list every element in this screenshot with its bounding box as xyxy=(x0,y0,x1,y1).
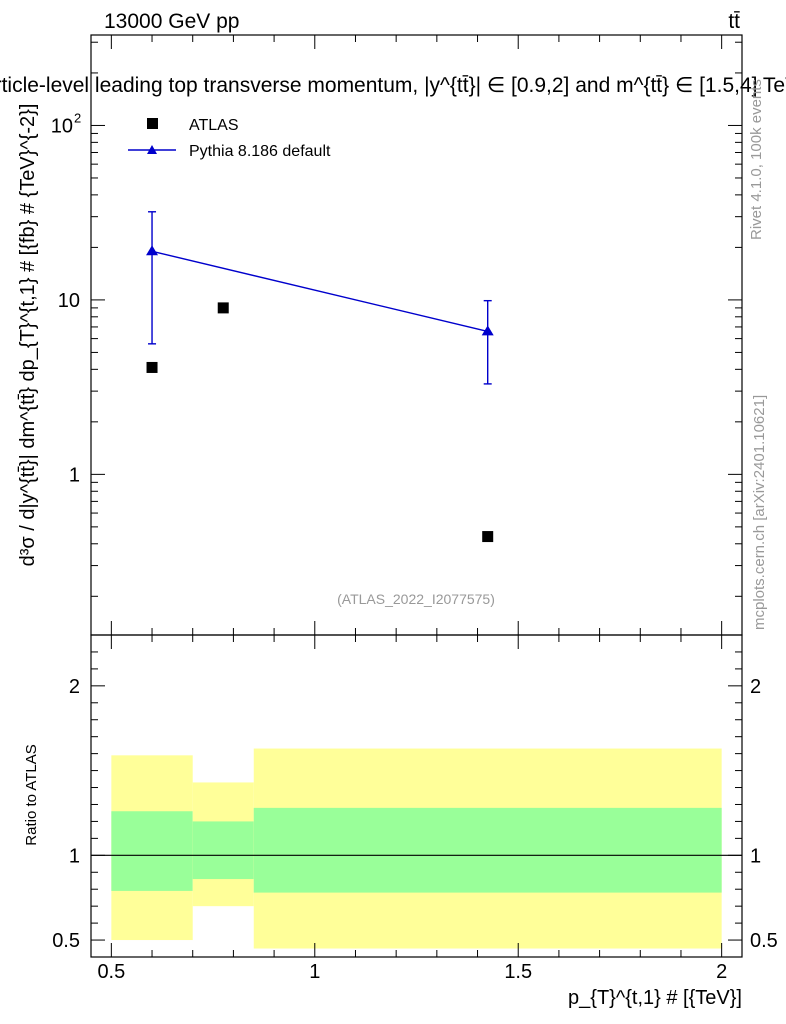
legend-pythia-marker xyxy=(147,145,157,154)
plot-title: Particle-level leading top transverse mo… xyxy=(0,74,786,97)
main-data-series xyxy=(146,211,494,543)
x-axis-label: p_{T}^{t,1} # [{TeV}] xyxy=(568,987,742,1009)
legend-pythia-label: Pythia 8.186 default xyxy=(189,143,331,160)
main-axis-ticks xyxy=(91,35,742,635)
main-panel: Particle-level leading top transverse mo… xyxy=(0,34,786,636)
y-tick-label-main-0: 1 xyxy=(69,464,80,486)
ratio-y-axis-label: Ratio to ATLAS xyxy=(23,744,40,845)
ratio-uncertainty-bands xyxy=(111,748,722,949)
pythia-point-0 xyxy=(146,245,159,256)
y-tick-label-main-2: 10 xyxy=(51,115,73,137)
ratio-tick-labels: 0.5 1 1.5 2 0.5 0.5 1 1 2 2 xyxy=(52,676,778,983)
x-tick-label-0: 0.5 xyxy=(97,961,125,983)
analysis-watermark: (ATLAS_2022_I2077575) xyxy=(337,591,495,607)
y-tick-label-ratio-right-1: 1 xyxy=(750,845,761,867)
ratio-band-green-1 xyxy=(192,821,254,880)
y-tick-label-ratio-left-0: 0.5 xyxy=(52,930,80,952)
pythia-line xyxy=(151,250,488,333)
legend-atlas-label: ATLAS xyxy=(189,117,239,134)
x-tick-label-1: 1 xyxy=(309,961,320,983)
y-tick-label-ratio-right-2: 2 xyxy=(750,676,761,698)
legend-atlas-marker xyxy=(147,118,158,129)
ratio-panel: 0.5 1 1.5 2 0.5 0.5 1 1 2 2 xyxy=(52,634,778,983)
pythia-point-1 xyxy=(481,325,494,336)
x-tick-label-2: 1.5 xyxy=(504,961,532,983)
y-tick-label-ratio-left-2: 2 xyxy=(69,676,80,698)
y-tick-label-main-exp-2: 2 xyxy=(74,110,81,125)
atlas-point-2 xyxy=(482,531,494,543)
energy-label: 13000 GeV pp xyxy=(104,10,239,33)
ratio-axis-ticks xyxy=(91,634,742,958)
atlas-point-1 xyxy=(217,302,229,314)
mcplots-reference-note: mcplots.cern.ch [arXiv:2401.10621] xyxy=(751,395,768,630)
ratio-band-green-0 xyxy=(111,811,193,891)
x-tick-label-3: 2 xyxy=(716,961,727,983)
ratio-frame xyxy=(90,634,743,958)
process-label: tt̄ xyxy=(728,10,740,33)
legend: ATLAS Pythia 8.186 default xyxy=(128,117,331,160)
main-y-axis-label: d³σ / d|y^{tt̄}| dm^{tt̄} dp_{T}^{t,1} #… xyxy=(17,104,39,567)
atlas-point-0 xyxy=(146,361,158,373)
rivet-version-note: Rivet 4.1.0, 100k events xyxy=(748,79,765,240)
ratio-band-green-2 xyxy=(253,807,722,893)
y-tick-label-main-1: 10 xyxy=(58,290,80,312)
y-tick-label-ratio-left-1: 1 xyxy=(69,845,80,867)
y-tick-label-ratio-right-0: 0.5 xyxy=(750,930,778,952)
